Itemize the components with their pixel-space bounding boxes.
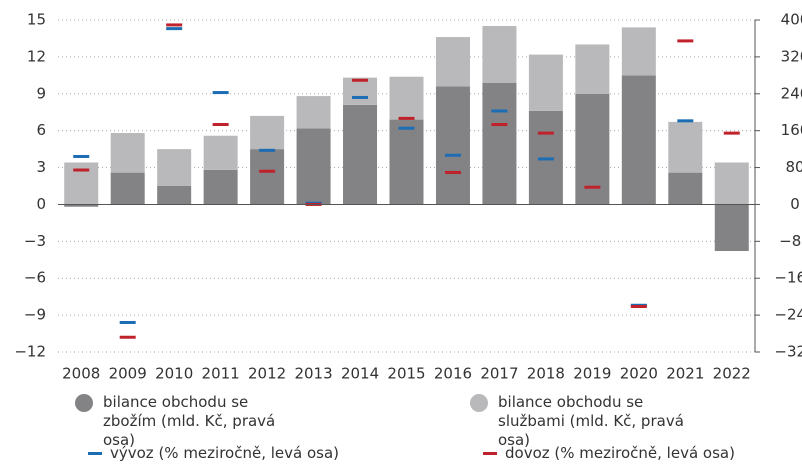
legend-label: vývoz (% meziročně, levá osa): [110, 444, 340, 462]
legend-swatch: [483, 452, 497, 455]
x-tick-label: 2020: [620, 365, 658, 383]
bar: [621, 27, 656, 76]
y2-tick-label: −320: [774, 343, 802, 361]
marker: [119, 320, 136, 324]
y2-tick-label: 400: [781, 11, 802, 29]
marker: [212, 123, 229, 127]
legend-label: bilance obchodu se službami (mld. Kč, pr…: [498, 393, 684, 449]
bar: [157, 186, 192, 205]
x-tick-label: 2008: [62, 365, 100, 383]
marker: [352, 78, 369, 82]
y-tick-label: −12: [14, 343, 46, 361]
marker: [584, 185, 601, 189]
marker: [537, 157, 554, 161]
y-tick-label: 15: [27, 11, 46, 29]
bar: [296, 96, 331, 129]
marker: [398, 116, 415, 120]
marker: [166, 27, 183, 31]
x-tick-label: 2012: [248, 365, 286, 383]
bar: [203, 169, 238, 205]
marker: [630, 305, 647, 309]
bar: [482, 25, 517, 83]
y-tick-label: 9: [36, 84, 46, 102]
y2-tick-label: 320: [781, 47, 802, 65]
bar: [528, 54, 563, 111]
y2-tick-label: 240: [781, 84, 802, 102]
marker: [259, 169, 276, 173]
bar: [110, 132, 145, 173]
marker: [166, 23, 183, 27]
x-tick-label: 2014: [341, 365, 379, 383]
x-tick-label: 2009: [109, 365, 147, 383]
y2-tick-label: 80: [785, 158, 802, 176]
y2-tick-label: 0: [790, 195, 800, 213]
marker: [73, 154, 90, 158]
y-tick-label: 6: [36, 121, 46, 139]
bar: [714, 162, 749, 205]
bar: [668, 121, 703, 173]
y-tick-label: 12: [27, 47, 46, 65]
y2-tick-label: −80: [779, 232, 802, 250]
x-tick-label: 2011: [202, 365, 240, 383]
bar: [343, 77, 378, 105]
bar: [668, 172, 703, 205]
bar: [250, 149, 285, 205]
y-tick-label: −3: [24, 232, 46, 250]
marker: [491, 123, 508, 127]
marker: [212, 91, 229, 95]
legend-swatch: [88, 452, 102, 455]
bar: [389, 76, 424, 120]
legend-label: dovoz (% meziročně, levá osa): [505, 444, 735, 462]
bar: [389, 119, 424, 205]
bar: [110, 172, 145, 205]
x-tick-label: 2013: [294, 365, 332, 383]
x-tick-label: 2015: [387, 365, 425, 383]
y-tick-label: 0: [36, 195, 46, 213]
x-tick-label: 2018: [527, 365, 565, 383]
bar: [343, 104, 378, 205]
bar: [64, 204, 99, 207]
legend-label: bilance obchodu se zbožím (mld. Kč, prav…: [103, 393, 276, 449]
marker: [677, 119, 694, 123]
bar: [482, 82, 517, 205]
bar: [435, 86, 470, 205]
marker: [537, 131, 554, 135]
y-tick-label: 3: [36, 158, 46, 176]
marker: [723, 131, 740, 135]
bar: [575, 44, 610, 94]
marker: [73, 168, 90, 172]
x-tick-label: 2019: [573, 365, 611, 383]
bar: [203, 135, 238, 170]
y2-tick-label: 160: [781, 121, 802, 139]
marker: [491, 109, 508, 113]
bar: [621, 75, 656, 205]
bar: [250, 115, 285, 150]
marker: [677, 39, 694, 43]
y2-tick-label: −160: [774, 269, 802, 287]
x-tick-label: 2022: [713, 365, 751, 383]
bar: [157, 149, 192, 186]
x-tick-label: 2010: [155, 365, 193, 383]
y-tick-label: −9: [24, 306, 46, 324]
bar: [435, 37, 470, 87]
y2-tick-label: −240: [774, 306, 802, 324]
x-tick-label: 2021: [666, 365, 704, 383]
marker: [352, 95, 369, 99]
marker: [444, 153, 461, 157]
legend-swatch: [470, 394, 488, 412]
x-tick-label: 2016: [434, 365, 472, 383]
y-tick-label: −6: [24, 269, 46, 287]
x-tick-label: 2017: [480, 365, 518, 383]
bar: [296, 128, 331, 205]
marker: [119, 335, 136, 339]
bar: [714, 204, 749, 252]
marker: [444, 170, 461, 174]
marker: [398, 126, 415, 130]
marker: [259, 148, 276, 152]
legend-swatch: [75, 394, 93, 412]
